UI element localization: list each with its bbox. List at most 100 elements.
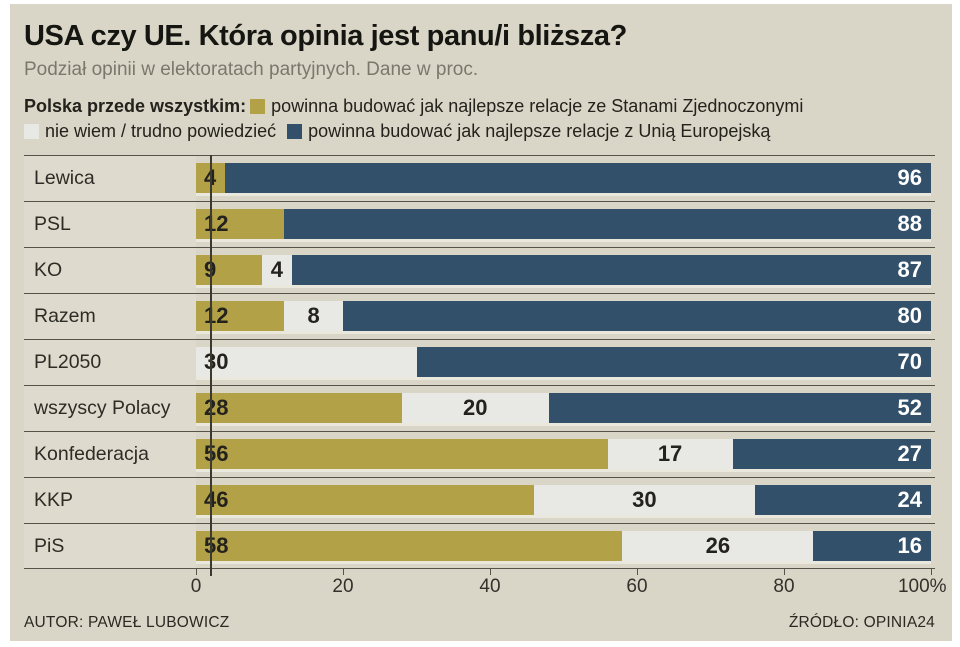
bar-track: 30 70 [196, 340, 931, 385]
row-label: Lewica [24, 156, 196, 201]
bar-value: 26 [705, 533, 731, 558]
bar-segment-eu: 88 [284, 209, 931, 242]
bar-track: 56 17 27 [196, 432, 931, 477]
bar-track: 94 87 [196, 248, 931, 293]
footer: AUTOR: PAWEŁ LUBOWICZ ŹRÓDŁO: OPINIA24 [24, 614, 935, 632]
bar-value: 8 [307, 303, 320, 328]
x-axis: 0 20 40 60 80 100% [191, 569, 947, 601]
row-label: Konfederacja [24, 432, 196, 477]
chart-row: PiS 58 26 16 [24, 523, 935, 569]
bar-value: 80 [897, 303, 922, 328]
bar-segment-usa: 28 [196, 393, 402, 426]
bar-value: 30 [204, 349, 229, 374]
chart-row: Konfederacja 56 17 27 [24, 431, 935, 477]
bar-value: 24 [897, 487, 922, 512]
legend-item-usa: powinna budować jak najlepsze relacje ze… [250, 94, 803, 119]
tick-label: 40 [479, 576, 501, 597]
bar-value: 58 [204, 533, 229, 558]
bar-segment-eu: 24 [754, 485, 931, 518]
bar-segment-eu: 80 [342, 301, 931, 334]
legend-label: powinna budować jak najlepsze relacje z … [308, 121, 771, 141]
bar-segment-usa: 46 [196, 485, 535, 518]
bar-value: 88 [897, 211, 922, 236]
bar-segment-usa: 58 [196, 531, 623, 564]
chart-rows: Lewica496PSL1288KO9487Razem12880PL205030… [24, 155, 935, 569]
bar-value: 28 [204, 395, 229, 420]
tick-mark [490, 569, 491, 575]
tick-label: 20 [332, 576, 354, 597]
source-credit: ŹRÓDŁO: OPINIA24 [788, 614, 935, 631]
legend-swatch-icon [250, 99, 266, 114]
bar-track: 46 30 24 [196, 478, 931, 523]
row-label: KKP [24, 478, 196, 523]
bar-value: 87 [897, 257, 922, 282]
bar-value: 16 [897, 533, 922, 558]
bar-value: 4 [270, 257, 283, 282]
legend-item-eu: powinna budować jak najlepsze relacje z … [287, 119, 770, 144]
tick-label: 100% [897, 576, 947, 597]
bar-value: 70 [897, 349, 922, 374]
bar-track: 28 20 52 [196, 386, 931, 431]
bar-segment-dk: 17 [607, 439, 733, 472]
row-label: wszyscy Polacy [24, 386, 196, 431]
bar-value: 46 [204, 487, 229, 512]
bar-track: 12 88 [196, 202, 931, 247]
tick-label: 0 [190, 576, 202, 597]
tick-label: 80 [773, 576, 795, 597]
chart-row: wszyscy Polacy 28 20 52 [24, 385, 935, 431]
chart-legend: Polska przede wszystkim: powinna budować … [24, 94, 935, 144]
bar-track: 12 8 80 [196, 294, 931, 339]
bar-value: 30 [632, 487, 657, 512]
bar-value: 17 [657, 441, 683, 466]
row-label: PiS [24, 524, 196, 568]
bar-track: 58 26 16 [196, 524, 931, 568]
author-credit: AUTOR: PAWEŁ LUBOWICZ [24, 614, 230, 631]
row-label: PL2050 [24, 340, 196, 385]
bar-value: 9 [196, 255, 262, 285]
row-label: KO [24, 248, 196, 293]
bar-value: 52 [897, 395, 922, 420]
bar-value: 27 [897, 441, 922, 466]
legend-label: nie wiem / trudno powiedzieć [45, 121, 277, 141]
tick-mark [931, 569, 932, 575]
chart-row: PL2050 30 70 [24, 339, 935, 385]
bar-value: 56 [204, 441, 229, 466]
bar-segment-dk: 26 [622, 531, 814, 564]
legend-swatch-icon [287, 124, 303, 139]
legend-intro: Polska przede wszystkim: [24, 96, 247, 116]
bar-segment-dk: 30 [534, 485, 755, 518]
legend-label: powinna budować jak najlepsze relacje ze… [271, 96, 804, 116]
chart-row: KKP 46 30 24 [24, 477, 935, 523]
bar-value: 12 [204, 303, 229, 328]
tick-mark [343, 569, 344, 575]
tick-mark [637, 569, 638, 575]
bar-segment-eu: 87 [291, 255, 931, 288]
bar-track: 496 [196, 156, 931, 201]
chart-row: Razem 12 8 80 [24, 293, 935, 339]
page-title: USA czy UE. Która opinia jest panu/i bli… [24, 20, 627, 52]
bar-segment-eu: 27 [732, 439, 931, 472]
tick-mark [784, 569, 785, 575]
chart-row: PSL 12 88 [24, 201, 935, 247]
row-label: PSL [24, 202, 196, 247]
y-axis-line [210, 155, 212, 576]
bar-segment-dk: 30 [196, 347, 417, 380]
bar-segment-usa: 9 [196, 255, 263, 288]
bar-segment-eu: 96 [225, 163, 931, 196]
bar-segment-dk: 4 [262, 255, 292, 288]
infographic-canvas: USA czy UE. Która opinia jest panu/i bli… [10, 4, 952, 641]
bar-value: 12 [204, 211, 229, 236]
bar-segment-dk: 20 [401, 393, 549, 426]
bar-value: 96 [897, 165, 922, 190]
bar-segment-eu: 16 [813, 531, 931, 564]
tick-mark [196, 569, 197, 575]
subtitle: Podział opinii w elektoratach partyjnych… [24, 59, 479, 80]
stacked-bar-chart: Lewica496PSL1288KO9487Razem12880PL205030… [24, 155, 935, 576]
bar-segment-eu: 70 [416, 347, 931, 380]
chart-row: Lewica496 [24, 155, 935, 201]
legend-swatch-icon [24, 124, 39, 139]
bar-segment-usa: 56 [196, 439, 608, 472]
bar-segment-dk: 8 [284, 301, 343, 334]
legend-item-dk: nie wiem / trudno powiedzieć [24, 119, 276, 144]
chart-row: KO94 87 [24, 247, 935, 293]
